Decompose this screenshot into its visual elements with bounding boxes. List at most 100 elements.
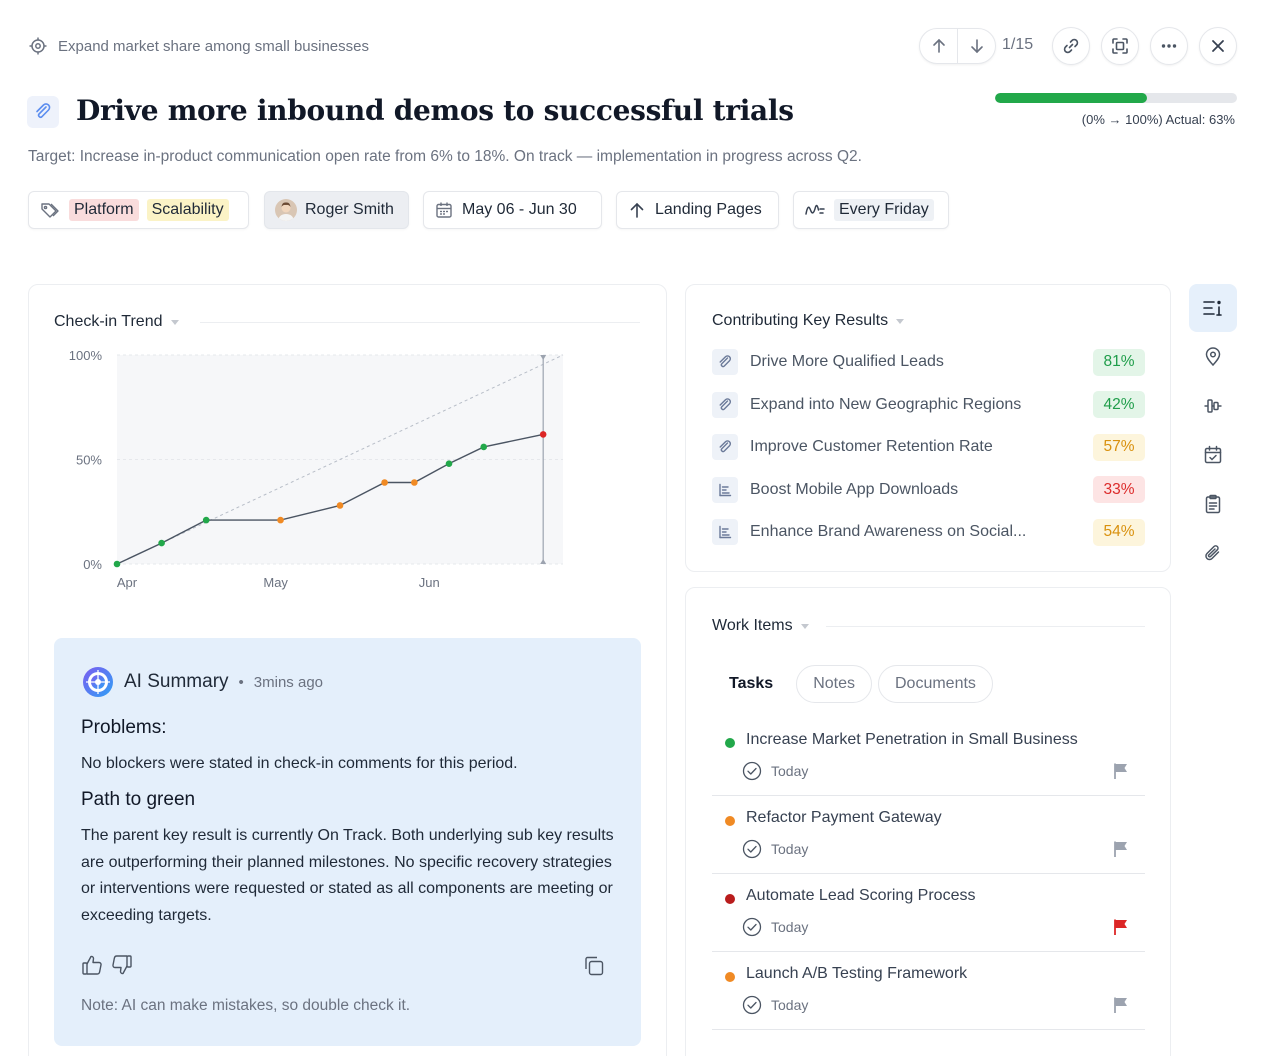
- key-result-label: Improve Customer Retention Rate: [750, 438, 993, 455]
- frequency-chip[interactable]: Every Friday: [793, 191, 949, 229]
- key-result-row[interactable]: Improve Customer Retention Rate 57%: [712, 432, 1145, 462]
- section-divider: [200, 322, 640, 323]
- due-date[interactable]: Today: [742, 995, 808, 1015]
- key-result-icon: [27, 96, 59, 128]
- clipboard-icon: [1205, 494, 1221, 514]
- flag-icon: [1114, 997, 1127, 1013]
- key-result-progress-badge: 42%: [1093, 391, 1145, 418]
- checklist-button[interactable]: [1189, 480, 1237, 528]
- key-result-progress-badge: 81%: [1093, 348, 1145, 376]
- marker-bottom-arrow: [540, 559, 547, 564]
- key-result-row[interactable]: Boost Mobile App Downloads 33%: [712, 475, 1145, 505]
- work-items-dropdown[interactable]: Work Items: [712, 617, 809, 635]
- due-label: Today: [771, 919, 809, 935]
- more-options-button[interactable]: [1150, 27, 1188, 65]
- key-result-label: Expand into New Geographic Regions: [750, 395, 1022, 413]
- bars-icon: [712, 519, 738, 545]
- details-panel-button[interactable]: [1189, 284, 1237, 332]
- flag-icon: [1114, 919, 1127, 935]
- close-button[interactable]: [1199, 27, 1237, 65]
- copy-icon: [585, 956, 604, 976]
- paperclip-icon: [712, 391, 738, 418]
- due-date[interactable]: Today: [742, 761, 808, 781]
- work-item-row[interactable]: Increase Market Penetration in Small Bus…: [712, 718, 1145, 796]
- paperclip-icon: [36, 103, 51, 118]
- priority-flag-button[interactable]: [1113, 996, 1129, 1014]
- calendar-icon: [436, 202, 452, 218]
- previous-button[interactable]: [920, 29, 957, 63]
- y-tick-label: 0%: [83, 557, 102, 572]
- due-date[interactable]: Today: [742, 917, 808, 937]
- work-item-row[interactable]: Launch A/B Testing Framework Today: [712, 952, 1145, 1030]
- flag-icon: [1114, 763, 1127, 779]
- due-date[interactable]: Today: [742, 839, 808, 859]
- checkin-trend-chart: 100% 50% 0% Apr May Jun: [69, 348, 564, 590]
- work-item-row[interactable]: Automate Lead Scoring Process Today: [712, 874, 1145, 952]
- progress-bar: [995, 93, 1237, 103]
- close-icon: [1212, 40, 1224, 52]
- parent-chip[interactable]: Landing Pages: [616, 191, 779, 229]
- location-button[interactable]: [1189, 333, 1237, 381]
- checkin-point: [277, 516, 284, 524]
- due-label: Today: [771, 997, 809, 1013]
- separator-dot: •: [238, 673, 244, 691]
- copy-link-button[interactable]: [1052, 27, 1090, 65]
- work-item-name: Automate Lead Scoring Process: [746, 887, 976, 904]
- owner-name: Roger Smith: [305, 201, 394, 218]
- key-result-label: Drive More Qualified Leads: [750, 353, 944, 370]
- priority-flag-button[interactable]: [1113, 762, 1129, 780]
- next-button[interactable]: [957, 29, 995, 63]
- focus-mode-button[interactable]: [1101, 27, 1139, 65]
- thumbs-up-button[interactable]: [81, 954, 103, 976]
- priority-flag-button[interactable]: [1113, 918, 1129, 936]
- status-dot: [725, 894, 735, 904]
- align-center-icon: [1204, 399, 1222, 413]
- parent-goal-label: Expand market share among small business…: [58, 37, 369, 55]
- checkin-trend-dropdown[interactable]: Check-in Trend: [54, 313, 179, 331]
- caret-down-icon: [896, 318, 905, 324]
- ai-logo-icon: [83, 667, 113, 697]
- key-results-dropdown[interactable]: Contributing Key Results: [712, 312, 905, 330]
- key-result-row[interactable]: Enhance Brand Awareness on Social... 54%: [712, 517, 1145, 547]
- bars-icon: [712, 476, 738, 503]
- arrow-up-icon: [630, 202, 644, 218]
- thumbs-down-button[interactable]: [111, 954, 133, 976]
- y-tick-label: 100%: [69, 348, 103, 363]
- copy-button[interactable]: [583, 955, 605, 977]
- key-result-label: Enhance Brand Awareness on Social...: [750, 523, 1027, 540]
- schedule-button[interactable]: [1189, 431, 1237, 479]
- check-circle-icon: [742, 839, 762, 859]
- target-trend-line: [116, 354, 564, 565]
- avatar: [275, 199, 297, 221]
- thumbs-down-icon: [112, 955, 132, 975]
- work-item-name: Refactor Payment Gateway: [746, 809, 942, 826]
- key-result-label: Boost Mobile App Downloads: [750, 480, 959, 498]
- due-label: Today: [771, 763, 809, 779]
- work-item-name: Increase Market Penetration in Small Bus…: [746, 731, 1078, 748]
- tag-platform: Platform: [69, 199, 139, 221]
- owner-chip[interactable]: Roger Smith: [264, 191, 409, 229]
- flag-icon: [1114, 841, 1127, 857]
- key-result-row[interactable]: Expand into New Geographic Regions 42%: [712, 390, 1145, 420]
- key-result-progress-badge: 33%: [1093, 476, 1145, 503]
- date-range-chip[interactable]: May 06 - Jun 30: [423, 191, 602, 229]
- work-item-tabs: Tasks Notes Documents: [712, 665, 993, 703]
- checkin-point: [158, 539, 165, 547]
- pager-count: 1/15: [1002, 36, 1034, 53]
- tab-documents[interactable]: Documents: [877, 665, 993, 703]
- status-dot: [725, 816, 735, 826]
- x-tick-label: May: [263, 575, 288, 590]
- key-result-row[interactable]: Drive More Qualified Leads 81%: [712, 347, 1145, 377]
- priority-flag-button[interactable]: [1113, 840, 1129, 858]
- attachments-button[interactable]: [1189, 529, 1237, 577]
- calendar-check-icon: [1204, 445, 1222, 464]
- tab-notes[interactable]: Notes: [796, 665, 872, 703]
- paperclip-icon: [712, 349, 738, 375]
- work-item-row[interactable]: Refactor Payment Gateway Today: [712, 796, 1145, 874]
- alignment-button[interactable]: [1189, 382, 1237, 430]
- tags-chip[interactable]: Platform Scalability: [28, 191, 249, 229]
- breadcrumb[interactable]: Expand market share among small business…: [28, 34, 369, 58]
- work-items-title: Work Items: [712, 617, 793, 634]
- tab-tasks[interactable]: Tasks: [712, 665, 791, 703]
- ai-disclaimer: Note: AI can make mistakes, so double ch…: [81, 997, 411, 1014]
